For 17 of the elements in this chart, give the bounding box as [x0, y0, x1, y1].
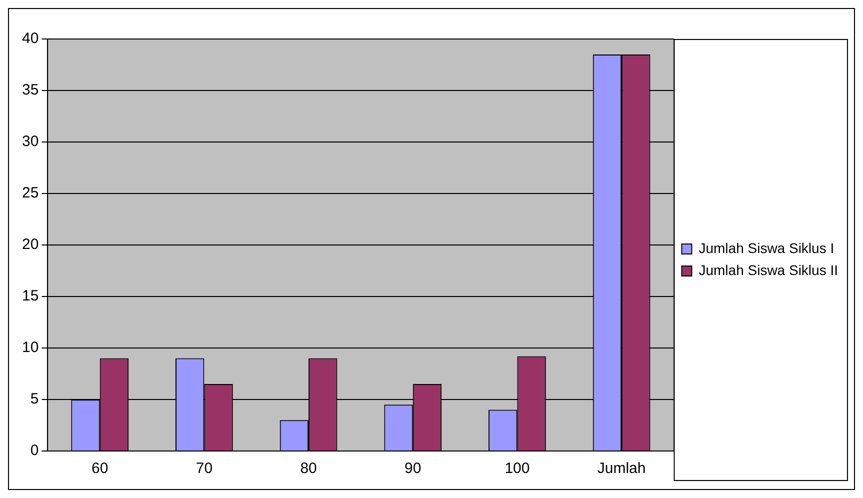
x-tick-label: 90 [404, 460, 422, 478]
legend-label: Jumlah Siswa Siklus II [698, 262, 838, 278]
y-tick-label: 30 [22, 133, 39, 150]
y-tick-label: 10 [22, 339, 39, 356]
y-tick-label: 25 [22, 184, 39, 202]
y-tick-label: 0 [30, 442, 39, 460]
x-tick-label: 60 [92, 460, 108, 478]
x-tick-label: 70 [196, 460, 213, 478]
legend-label: Jumlah Siswa Siklus I [698, 240, 834, 256]
y-tick-label: 40 [22, 30, 39, 48]
x-tick-label: 100 [504, 460, 530, 478]
y-tick-label: 20 [22, 236, 39, 254]
x-tick-label: Jumlah [597, 460, 646, 478]
y-tick-label: 35 [22, 82, 39, 99]
y-tick-label: 5 [30, 390, 39, 408]
y-tick-label: 15 [22, 288, 39, 305]
x-tick-label: 80 [300, 460, 317, 478]
